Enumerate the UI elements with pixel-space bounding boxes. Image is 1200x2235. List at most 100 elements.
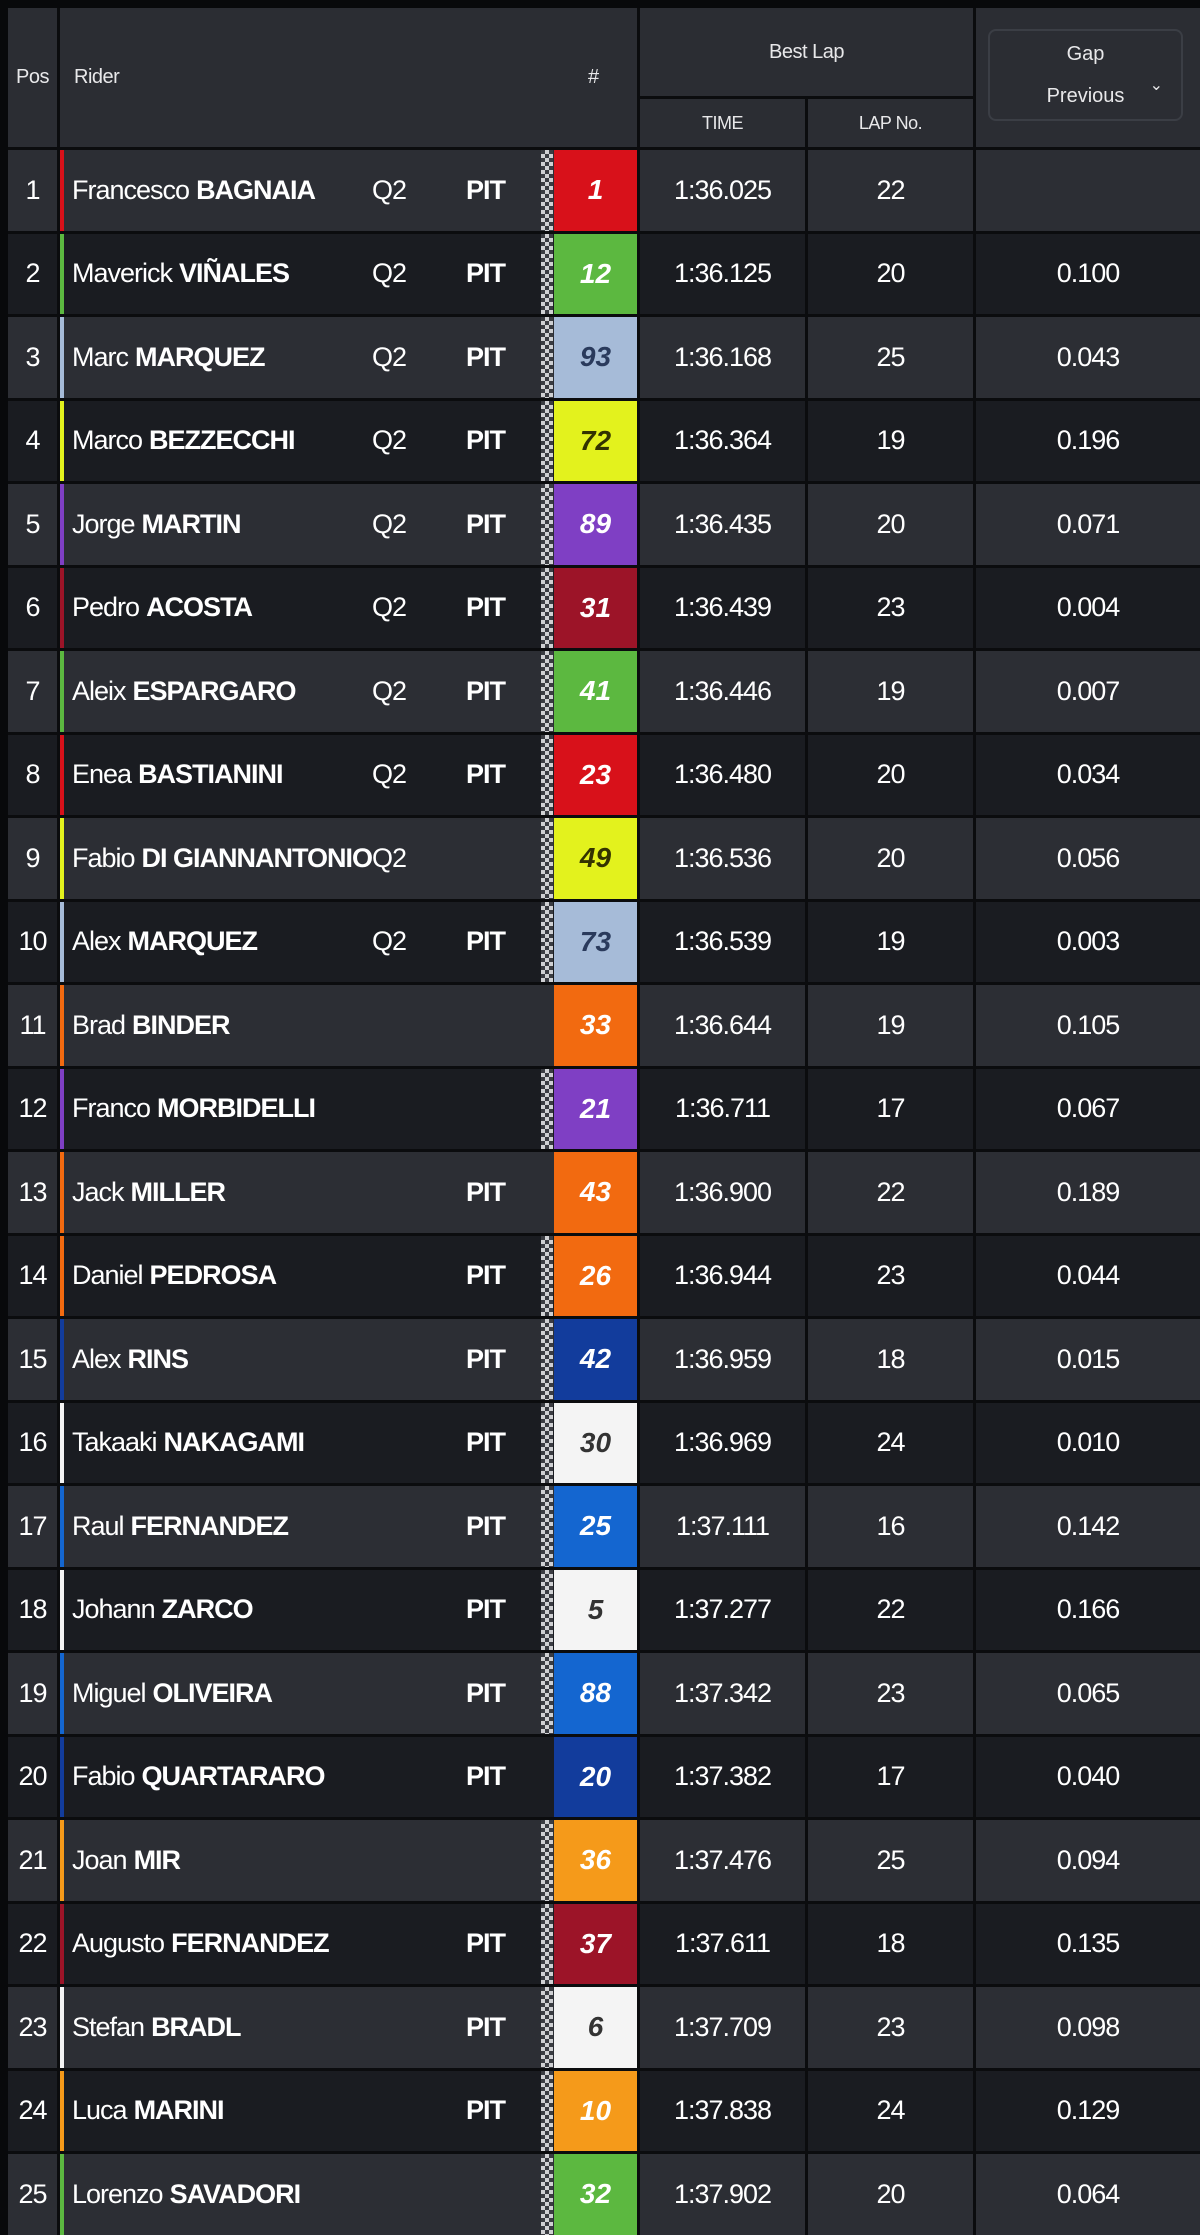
- table-row[interactable]: 20 Fabio QUARTARARO PIT 20 1:37.382 17 0.040: [8, 1733, 1200, 1817]
- pit-badge: PIT: [466, 2011, 506, 2042]
- table-row[interactable]: 14 Daniel PEDROSA PIT 26 1:36.944 23 0.044: [8, 1232, 1200, 1316]
- position: 23: [18, 2011, 47, 2042]
- rider-first-name: Raul: [72, 1510, 125, 1541]
- table-row[interactable]: 12 Franco MORBIDELLI 21 1:36.711 17 0.067: [8, 1065, 1200, 1149]
- q2-badge: Q2: [372, 508, 407, 539]
- team-color-bar: [60, 985, 64, 1066]
- gap-previous: [976, 150, 1200, 231]
- best-lap-number: 23: [876, 592, 905, 623]
- pit-badge: PIT: [466, 675, 506, 706]
- table-row[interactable]: 15 Alex RINS PIT 42 1:36.959 18 0.015: [8, 1316, 1200, 1400]
- checkered-flag-icon: [541, 818, 553, 899]
- position: 10: [18, 926, 47, 957]
- gap-previous: 0.196: [1056, 425, 1121, 456]
- table-row[interactable]: 1 Francesco BAGNAIA Q2 PIT 1 1:36.025 22: [8, 147, 1200, 231]
- team-color-bar: [60, 818, 64, 899]
- gap-previous: 0.040: [1056, 1761, 1121, 1792]
- rider-name: Luca MARINI: [72, 2071, 225, 2152]
- gap-previous: 0.189: [1056, 1176, 1121, 1207]
- best-lap-time: 1:37.277: [673, 1594, 772, 1625]
- rider-name: Lorenzo SAVADORI: [72, 2154, 301, 2235]
- table-row[interactable]: 18 Johann ZARCO PIT 5 1:37.277 22 0.166: [8, 1566, 1200, 1650]
- rider-number: 5: [554, 1569, 637, 1650]
- gap-label-line1: Gap: [1066, 43, 1105, 65]
- rider-name: Miguel OLIVEIRA: [72, 1653, 274, 1734]
- best-lap-time: 1:36.539: [673, 926, 772, 957]
- table-row[interactable]: 21 Joan MIR 36 1:37.476 25 0.094: [8, 1817, 1200, 1901]
- q2-badge: Q2: [372, 425, 407, 456]
- pit-badge: PIT: [466, 1260, 506, 1291]
- best-lap-number: 23: [876, 1677, 905, 1708]
- table-row[interactable]: 2 Maverick VIÑALES Q2 PIT 12 1:36.125 20 0.100: [8, 230, 1200, 314]
- rider-name: Francesco BAGNAIA: [72, 150, 316, 231]
- rider-number: 23: [554, 734, 637, 815]
- table-row[interactable]: 9 Fabio DI GIANNANTONIO Q2 49 1:36.536 20 0.056: [8, 815, 1200, 899]
- best-lap-number: 24: [876, 1427, 905, 1458]
- q2-badge: Q2: [372, 675, 407, 706]
- rider-last-name: MIR: [133, 1844, 181, 1875]
- rider-first-name: Franco: [72, 1093, 151, 1124]
- table-row[interactable]: 17 Raul FERNANDEZ PIT 25 1:37.111 16 0.142: [8, 1483, 1200, 1567]
- pit-badge: PIT: [466, 1677, 506, 1708]
- gap-label-line2: Previous: [1046, 85, 1125, 107]
- rider-last-name: OLIVEIRA: [152, 1677, 274, 1708]
- table-row[interactable]: 5 Jorge MARTIN Q2 PIT 89 1:36.435 20 0.071: [8, 481, 1200, 565]
- table-row[interactable]: 10 Alex MARQUEZ Q2 PIT 73 1:36.539 19 0.003: [8, 898, 1200, 982]
- best-lap-time: 1:37.709: [673, 2011, 772, 2042]
- rider-number: 32: [554, 2154, 637, 2235]
- q2-badge: Q2: [372, 592, 407, 623]
- rider-number: 30: [554, 1402, 637, 1483]
- table-row[interactable]: 22 Augusto FERNANDEZ PIT 37 1:37.611 18 0.135: [8, 1900, 1200, 1984]
- rider-first-name: Aleix: [72, 675, 127, 706]
- best-lap-time: 1:36.900: [673, 1176, 772, 1207]
- checkered-flag-icon: [541, 150, 553, 231]
- table-row[interactable]: 13 Jack MILLER PIT 43 1:36.900 22 0.189: [8, 1149, 1200, 1233]
- table-row[interactable]: 16 Takaaki NAKAGAMI PIT 30 1:36.969 24 0.010: [8, 1399, 1200, 1484]
- rider-number: 73: [554, 901, 637, 982]
- table-row[interactable]: 25 Lorenzo SAVADORI 32 1:37.902 20 0.064: [8, 2151, 1200, 2235]
- best-lap-number: 20: [876, 842, 905, 873]
- table-row[interactable]: 7 Aleix ESPARGARO Q2 PIT 41 1:36.446 19 0.007: [8, 648, 1200, 732]
- q2-badge: Q2: [372, 174, 407, 205]
- table-row[interactable]: 8 Enea BASTIANINI Q2 PIT 23 1:36.480 20 0.034: [8, 731, 1200, 816]
- table-row[interactable]: 11 Brad BINDER 33 1:36.644 19 0.105: [8, 982, 1200, 1066]
- team-color-bar: [60, 1068, 64, 1149]
- team-color-bar: [60, 567, 64, 648]
- rider-name: Marco BEZZECCHI: [72, 401, 296, 482]
- checkered-flag-icon: [541, 2154, 553, 2235]
- checkered-flag-icon: [541, 484, 553, 565]
- best-lap-time: 1:36.536: [673, 842, 772, 873]
- team-color-bar: [60, 1486, 64, 1567]
- rider-first-name: Maverick: [72, 258, 173, 289]
- pit-badge: PIT: [466, 1510, 506, 1541]
- table-row[interactable]: 23 Stefan BRADL PIT 6 1:37.709 23 0.098: [8, 1984, 1200, 2068]
- best-lap-time: 1:36.168: [673, 341, 772, 372]
- table-header: Pos Rider # Best Lap TIME LAP No. Gap Pre…: [8, 8, 1200, 147]
- best-lap-time: 1:36.446: [673, 675, 772, 706]
- gap-previous: 0.003: [1056, 926, 1121, 957]
- table-row[interactable]: 4 Marco BEZZECCHI Q2 PIT 72 1:36.364 19 0.196: [8, 397, 1200, 482]
- table-row[interactable]: 6 Pedro ACOSTA Q2 PIT 31 1:36.439 23 0.004: [8, 564, 1200, 648]
- table-row[interactable]: 24 Luca MARINI PIT 10 1:37.838 24 0.129: [8, 2067, 1200, 2152]
- table-row[interactable]: 3 Marc MARQUEZ Q2 PIT 93 1:36.168 25 0.043: [8, 314, 1200, 398]
- checkered-flag-icon: [541, 901, 553, 982]
- pit-badge: PIT: [466, 1343, 506, 1374]
- checkered-flag-icon: [541, 1068, 553, 1149]
- table-row[interactable]: 19 Miguel OLIVEIRA PIT 88 1:37.342 23 0.065: [8, 1650, 1200, 1734]
- rider-name: Jack MILLER: [72, 1152, 226, 1233]
- rider-last-name: BASTIANINI: [138, 759, 283, 790]
- gap-mode-dropdown[interactable]: Gap Previous ⌄: [988, 29, 1183, 121]
- rider-last-name: ZARCO: [161, 1594, 254, 1625]
- position: 22: [18, 1928, 47, 1959]
- rider-number: 20: [554, 1736, 637, 1817]
- best-lap-time: 1:36.480: [673, 759, 772, 790]
- position: 25: [18, 2178, 47, 2209]
- gap-previous: 0.015: [1056, 1343, 1121, 1374]
- best-lap-time: 1:37.476: [673, 1844, 772, 1875]
- best-lap-time: 1:37.611: [674, 1928, 771, 1959]
- rider-first-name: Daniel: [72, 1260, 144, 1291]
- best-lap-time: 1:36.944: [673, 1260, 772, 1291]
- gap-previous: 0.034: [1056, 759, 1121, 790]
- rider-name: Takaaki NAKAGAMI: [72, 1403, 305, 1484]
- rider-name: Enea BASTIANINI: [72, 735, 284, 816]
